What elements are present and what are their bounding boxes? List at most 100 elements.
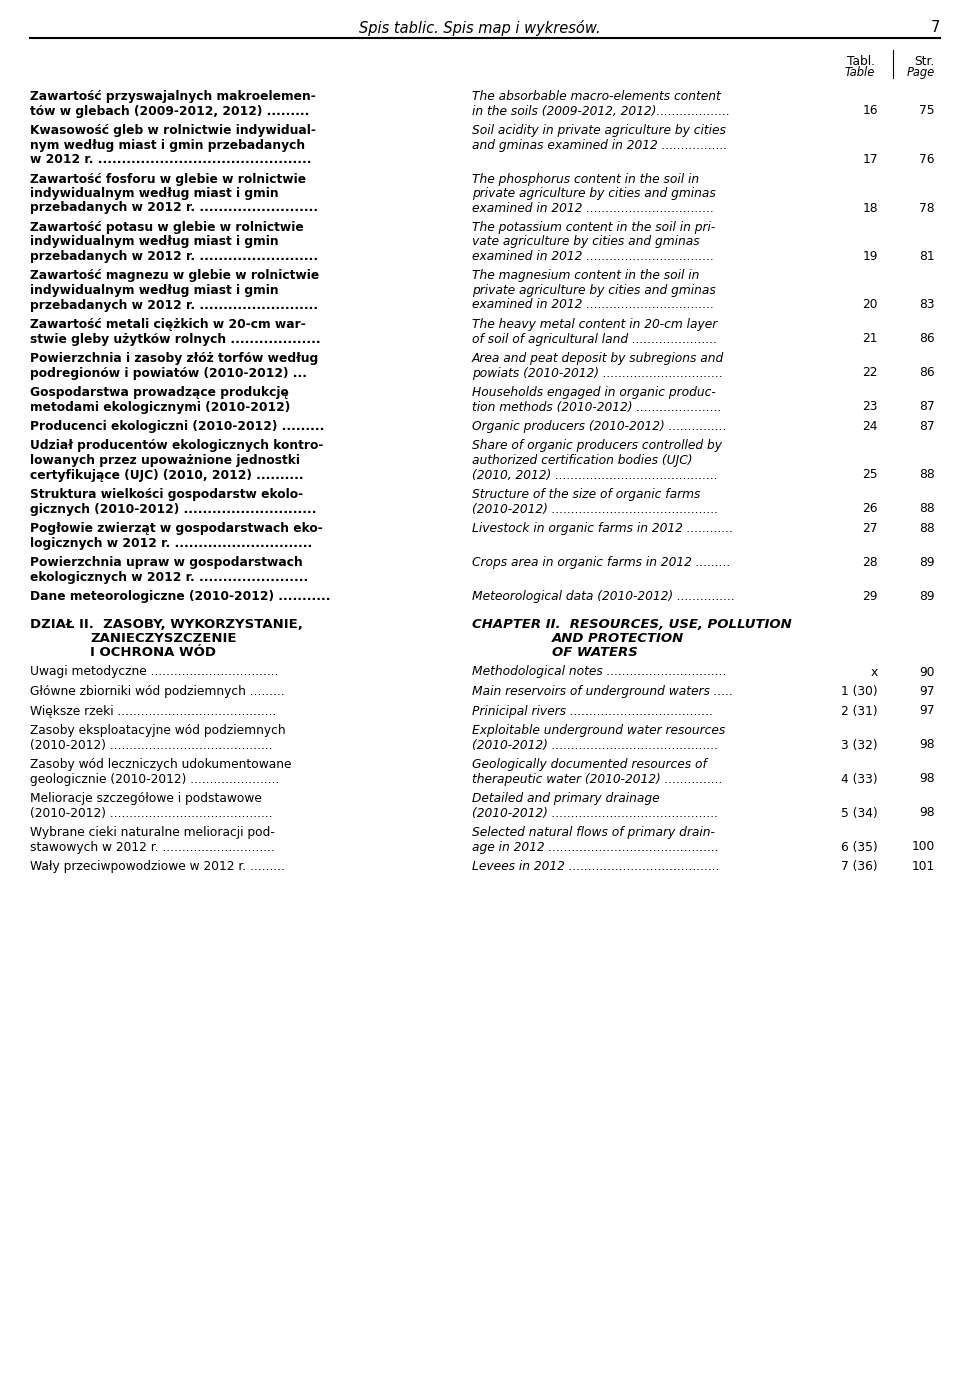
- Text: 86: 86: [920, 366, 935, 380]
- Text: The potassium content in the soil in pri-: The potassium content in the soil in pri…: [472, 220, 715, 234]
- Text: przebadanych w 2012 r. .........................: przebadanych w 2012 r. .................…: [30, 298, 318, 312]
- Text: Tabl.: Tabl.: [847, 55, 875, 68]
- Text: certyfikujące (UJC) (2010, 2012) ..........: certyfikujące (UJC) (2010, 2012) .......…: [30, 468, 303, 481]
- Text: Dane meteorologiczne (2010-2012) ...........: Dane meteorologiczne (2010-2012) .......…: [30, 590, 330, 603]
- Text: Zawartość metali ciężkich w 20-cm war-: Zawartość metali ciężkich w 20-cm war-: [30, 317, 305, 331]
- Text: AND PROTECTION: AND PROTECTION: [552, 632, 684, 644]
- Text: Livestock in organic farms in 2012 ............: Livestock in organic farms in 2012 .....…: [472, 523, 733, 535]
- Text: Spis tablic. Spis map i wykresów.: Spis tablic. Spis map i wykresów.: [359, 19, 601, 36]
- Text: (2010-2012) ..........................................: (2010-2012) ............................…: [30, 807, 273, 819]
- Text: 89: 89: [920, 590, 935, 603]
- Text: 4 (33): 4 (33): [841, 772, 878, 786]
- Text: tion methods (2010-2012) ......................: tion methods (2010-2012) ...............…: [472, 401, 722, 413]
- Text: indywidualnym według miast i gmin: indywidualnym według miast i gmin: [30, 284, 278, 297]
- Text: Melioracje szczegółowe i podstawowe: Melioracje szczegółowe i podstawowe: [30, 791, 262, 805]
- Text: authorized certification bodies (UJC): authorized certification bodies (UJC): [472, 455, 692, 467]
- Text: nym według miast i gmin przebadanych: nym według miast i gmin przebadanych: [30, 139, 305, 151]
- Text: Gospodarstwa prowadzące produkcję: Gospodarstwa prowadzące produkcję: [30, 385, 289, 399]
- Text: przebadanych w 2012 r. .........................: przebadanych w 2012 r. .................…: [30, 249, 318, 263]
- Text: Zasoby wód leczniczych udokumentowane: Zasoby wód leczniczych udokumentowane: [30, 758, 292, 771]
- Text: (2010-2012) ...........................................: (2010-2012) ............................…: [472, 739, 718, 751]
- Text: Prinicipal rivers .....................................: Prinicipal rivers ......................…: [472, 704, 713, 718]
- Text: Table: Table: [845, 67, 875, 79]
- Text: Udział producentów ekologicznych kontro-: Udział producentów ekologicznych kontro-: [30, 439, 324, 452]
- Text: Pogłowie zwierząt w gospodarstwach eko-: Pogłowie zwierząt w gospodarstwach eko-: [30, 523, 323, 535]
- Text: 81: 81: [920, 249, 935, 263]
- Text: 5 (34): 5 (34): [841, 807, 878, 819]
- Text: 23: 23: [862, 401, 878, 413]
- Text: DZIAŁ II.  ZASOBY, WYKORZYSTANIE,: DZIAŁ II. ZASOBY, WYKORZYSTANIE,: [30, 618, 302, 631]
- Text: Selected natural flows of primary drain-: Selected natural flows of primary drain-: [472, 826, 715, 839]
- Text: Wybrane cieki naturalne melioracji pod-: Wybrane cieki naturalne melioracji pod-: [30, 826, 275, 839]
- Text: Meteorological data (2010-2012) ...............: Meteorological data (2010-2012) ........…: [472, 590, 735, 603]
- Text: Area and peat deposit by subregions and: Area and peat deposit by subregions and: [472, 352, 724, 365]
- Text: (2010, 2012) ..........................................: (2010, 2012) ...........................…: [472, 468, 718, 481]
- Text: powiats (2010-2012) ...............................: powiats (2010-2012) ....................…: [472, 366, 723, 380]
- Text: The absorbable macro-elements content: The absorbable macro-elements content: [472, 90, 721, 103]
- Text: 16: 16: [862, 104, 878, 118]
- Text: Soil acidity in private agriculture by cities: Soil acidity in private agriculture by c…: [472, 123, 726, 137]
- Text: przebadanych w 2012 r. .........................: przebadanych w 2012 r. .................…: [30, 201, 318, 215]
- Text: in the soils (2009-2012, 2012)...................: in the soils (2009-2012, 2012)..........…: [472, 104, 730, 118]
- Text: 97: 97: [920, 685, 935, 699]
- Text: 87: 87: [920, 420, 935, 432]
- Text: 76: 76: [920, 152, 935, 166]
- Text: tów w glebach (2009-2012, 2012) .........: tów w glebach (2009-2012, 2012) ........…: [30, 104, 309, 118]
- Text: w 2012 r. .............................................: w 2012 r. ..............................…: [30, 152, 311, 166]
- Text: (2010-2012) ..........................................: (2010-2012) ............................…: [30, 739, 273, 751]
- Text: metodami ekologicznymi (2010-2012): metodami ekologicznymi (2010-2012): [30, 401, 290, 413]
- Text: (2010-2012) ...........................................: (2010-2012) ............................…: [472, 503, 718, 516]
- Text: The magnesium content in the soil in: The magnesium content in the soil in: [472, 269, 700, 283]
- Text: Zasoby eksploatacyjne wód podziemnych: Zasoby eksploatacyjne wód podziemnych: [30, 723, 286, 737]
- Text: 20: 20: [862, 298, 878, 312]
- Text: indywidualnym według miast i gmin: indywidualnym według miast i gmin: [30, 187, 278, 200]
- Text: Crops area in organic farms in 2012 .........: Crops area in organic farms in 2012 ....…: [472, 556, 731, 570]
- Text: CHAPTER II.  RESOURCES, USE, POLLUTION: CHAPTER II. RESOURCES, USE, POLLUTION: [472, 618, 792, 631]
- Text: examined in 2012 .................................: examined in 2012 .......................…: [472, 249, 714, 263]
- Text: 88: 88: [920, 468, 935, 481]
- Text: Uwagi metodyczne .................................: Uwagi metodyczne .......................…: [30, 665, 278, 679]
- Text: 26: 26: [862, 503, 878, 516]
- Text: lowanych przez upoważnione jednostki: lowanych przez upoważnione jednostki: [30, 455, 300, 467]
- Text: 2 (31): 2 (31): [841, 704, 878, 718]
- Text: geologicznie (2010-2012) .......................: geologicznie (2010-2012) ...............…: [30, 772, 279, 786]
- Text: indywidualnym według miast i gmin: indywidualnym według miast i gmin: [30, 236, 278, 248]
- Text: of soil of agricultural land ......................: of soil of agricultural land ...........…: [472, 333, 717, 345]
- Text: Zawartość przyswajalnych makroelemen-: Zawartość przyswajalnych makroelemen-: [30, 90, 316, 103]
- Text: 78: 78: [920, 201, 935, 215]
- Text: Geologically documented resources of: Geologically documented resources of: [472, 758, 707, 771]
- Text: 28: 28: [862, 556, 878, 570]
- Text: 29: 29: [862, 590, 878, 603]
- Text: 25: 25: [862, 468, 878, 481]
- Text: gicznych (2010-2012) ............................: gicznych (2010-2012) ...................…: [30, 503, 317, 516]
- Text: Wały przeciwpowodziowe w 2012 r. .........: Wały przeciwpowodziowe w 2012 r. .......…: [30, 859, 285, 873]
- Text: Methodological notes ...............................: Methodological notes ...................…: [472, 665, 727, 679]
- Text: vate agriculture by cities and gminas: vate agriculture by cities and gminas: [472, 236, 700, 248]
- Text: 21: 21: [862, 333, 878, 345]
- Text: Powierzchnia upraw w gospodarstwach: Powierzchnia upraw w gospodarstwach: [30, 556, 302, 570]
- Text: The heavy metal content in 20-cm layer: The heavy metal content in 20-cm layer: [472, 317, 717, 331]
- Text: 101: 101: [912, 859, 935, 873]
- Text: 75: 75: [920, 104, 935, 118]
- Text: 27: 27: [862, 523, 878, 535]
- Text: 17: 17: [862, 152, 878, 166]
- Text: examined in 2012 .................................: examined in 2012 .......................…: [472, 201, 714, 215]
- Text: 87: 87: [920, 401, 935, 413]
- Text: 86: 86: [920, 333, 935, 345]
- Text: Page: Page: [907, 67, 935, 79]
- Text: Share of organic producers controlled by: Share of organic producers controlled by: [472, 439, 722, 452]
- Text: Structure of the size of organic farms: Structure of the size of organic farms: [472, 488, 701, 500]
- Text: I OCHRONA WÓD: I OCHRONA WÓD: [90, 646, 216, 658]
- Text: 22: 22: [862, 366, 878, 380]
- Text: age in 2012 ............................................: age in 2012 ............................…: [472, 840, 719, 854]
- Text: 97: 97: [920, 704, 935, 718]
- Text: 88: 88: [920, 503, 935, 516]
- Text: Producenci ekologiczni (2010-2012) .........: Producenci ekologiczni (2010-2012) .....…: [30, 420, 324, 432]
- Text: therapeutic water (2010-2012) ...............: therapeutic water (2010-2012) ..........…: [472, 772, 723, 786]
- Text: x: x: [871, 665, 878, 679]
- Text: The phosphorus content in the soil in: The phosphorus content in the soil in: [472, 172, 699, 186]
- Text: ekologicznych w 2012 r. .......................: ekologicznych w 2012 r. ................…: [30, 571, 308, 584]
- Text: stwie gleby użytków rolnych ...................: stwie gleby użytków rolnych ............…: [30, 333, 321, 345]
- Text: and gminas examined in 2012 .................: and gminas examined in 2012 ............…: [472, 139, 728, 151]
- Text: 18: 18: [862, 201, 878, 215]
